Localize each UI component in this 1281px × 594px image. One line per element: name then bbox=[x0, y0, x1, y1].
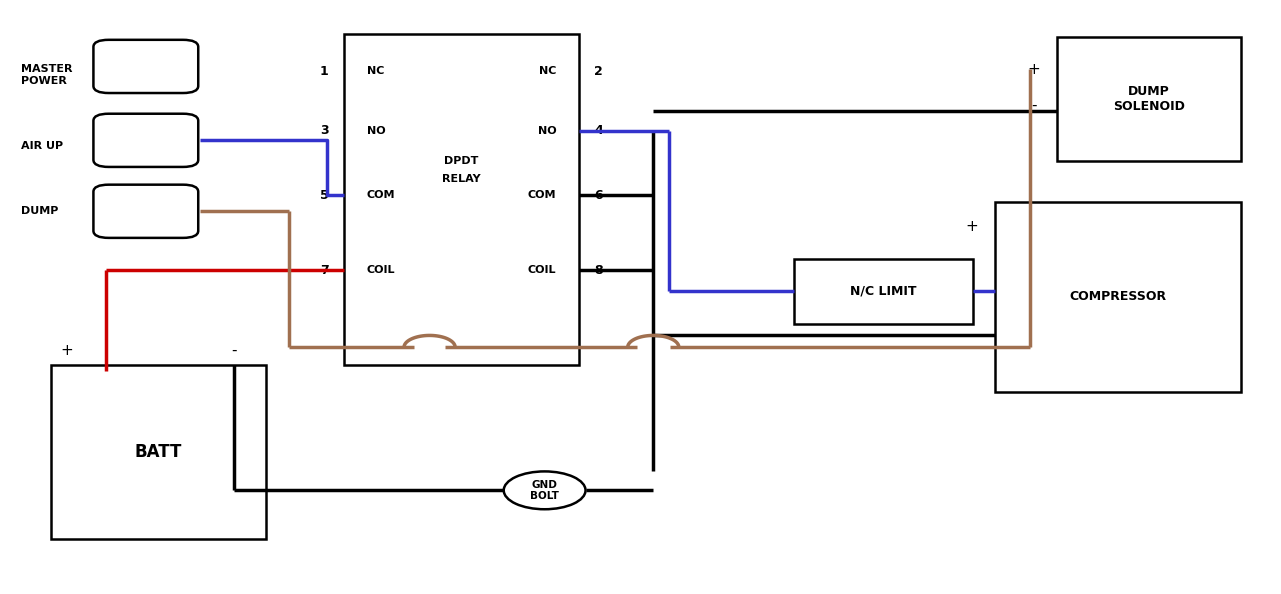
Text: -: - bbox=[232, 343, 237, 358]
Text: COM: COM bbox=[366, 190, 396, 200]
FancyBboxPatch shape bbox=[51, 365, 266, 539]
Text: 2: 2 bbox=[594, 65, 603, 78]
Text: 4: 4 bbox=[594, 124, 603, 137]
Text: DUMP
SOLENOID: DUMP SOLENOID bbox=[1113, 85, 1185, 113]
FancyBboxPatch shape bbox=[794, 258, 972, 324]
Text: +: + bbox=[965, 219, 977, 233]
FancyBboxPatch shape bbox=[94, 113, 199, 167]
Text: -: - bbox=[1031, 97, 1036, 112]
Text: COM: COM bbox=[528, 190, 556, 200]
FancyBboxPatch shape bbox=[1057, 37, 1241, 161]
FancyBboxPatch shape bbox=[994, 203, 1241, 391]
Text: 8: 8 bbox=[594, 264, 603, 277]
Text: NC: NC bbox=[539, 66, 556, 76]
Text: RELAY: RELAY bbox=[442, 174, 480, 184]
Text: COMPRESSOR: COMPRESSOR bbox=[1070, 290, 1167, 304]
Text: 7: 7 bbox=[320, 264, 329, 277]
FancyBboxPatch shape bbox=[94, 185, 199, 238]
Text: -: - bbox=[968, 328, 975, 343]
Text: AIR UP: AIR UP bbox=[20, 141, 63, 151]
Text: BATT: BATT bbox=[135, 443, 182, 461]
Text: DUMP: DUMP bbox=[20, 206, 58, 216]
Text: COIL: COIL bbox=[528, 266, 556, 276]
Text: 1: 1 bbox=[320, 65, 329, 78]
Text: DPDT: DPDT bbox=[445, 156, 479, 166]
Circle shape bbox=[503, 472, 585, 509]
Text: NO: NO bbox=[366, 126, 386, 136]
Text: MOM: MOM bbox=[128, 205, 164, 218]
Text: COIL: COIL bbox=[366, 266, 396, 276]
Text: 5: 5 bbox=[320, 189, 329, 202]
Text: GND
BOLT: GND BOLT bbox=[530, 479, 559, 501]
Text: MOM: MOM bbox=[128, 134, 164, 147]
FancyBboxPatch shape bbox=[94, 40, 199, 93]
Text: 6: 6 bbox=[594, 189, 603, 202]
Text: MASTER
POWER: MASTER POWER bbox=[20, 65, 72, 86]
Text: +: + bbox=[1027, 62, 1040, 77]
Text: NC: NC bbox=[366, 66, 384, 76]
Text: NO: NO bbox=[538, 126, 556, 136]
Text: N/C LIMIT: N/C LIMIT bbox=[851, 285, 917, 298]
Text: 3: 3 bbox=[320, 124, 329, 137]
FancyBboxPatch shape bbox=[345, 34, 579, 365]
Text: ON/OFF: ON/OFF bbox=[122, 61, 169, 71]
Text: +: + bbox=[60, 343, 73, 358]
